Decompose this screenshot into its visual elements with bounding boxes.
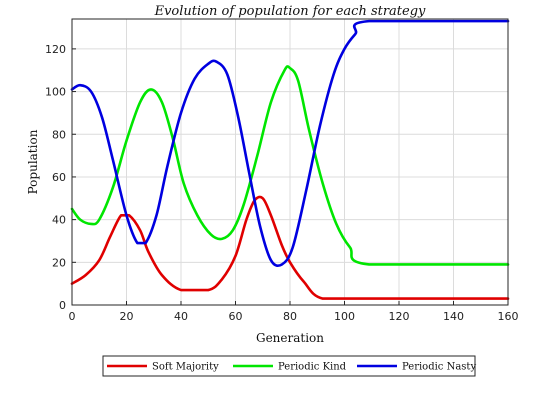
legend: Soft Majority Periodic Kind Periodic Nasty [102,355,476,377]
series-line-soft-majority [70,195,510,300]
x-tick-label: 0 [69,310,76,323]
series-layer [70,19,510,300]
legend-label: Periodic Nasty [402,362,476,373]
series-line-periodic-nasty [70,19,510,268]
y-tick-label: 120 [45,43,66,56]
y-tick-label: 20 [52,256,66,269]
x-tick-label: 20 [120,310,134,323]
x-tick-label: 80 [283,310,297,323]
chart-title: Evolution of population for each strateg… [154,4,426,19]
x-tick-label: 100 [334,310,355,323]
x-tick-label: 60 [229,310,243,323]
x-axis-label: Generation [256,331,324,345]
legend-label: Periodic Kind [278,362,347,373]
y-tick-label: 40 [52,214,66,227]
y-axis-label: Population [26,129,40,194]
y-tick-label: 100 [45,86,66,99]
x-tick-label: 160 [498,310,519,323]
y-tick-label: 80 [52,128,66,141]
tick-layer: 0 20 40 60 80 100 120 140 160 0 20 40 60 80 100 120 [45,43,519,323]
y-tick-label: 60 [52,171,66,184]
series-line-periodic-kind [70,65,510,266]
y-tick-label: 0 [59,299,66,312]
legend-box [102,355,476,377]
legend-label: Soft Majority [152,362,219,373]
x-tick-label: 40 [174,310,188,323]
x-tick-label: 120 [389,310,410,323]
x-tick-label: 140 [443,310,464,323]
